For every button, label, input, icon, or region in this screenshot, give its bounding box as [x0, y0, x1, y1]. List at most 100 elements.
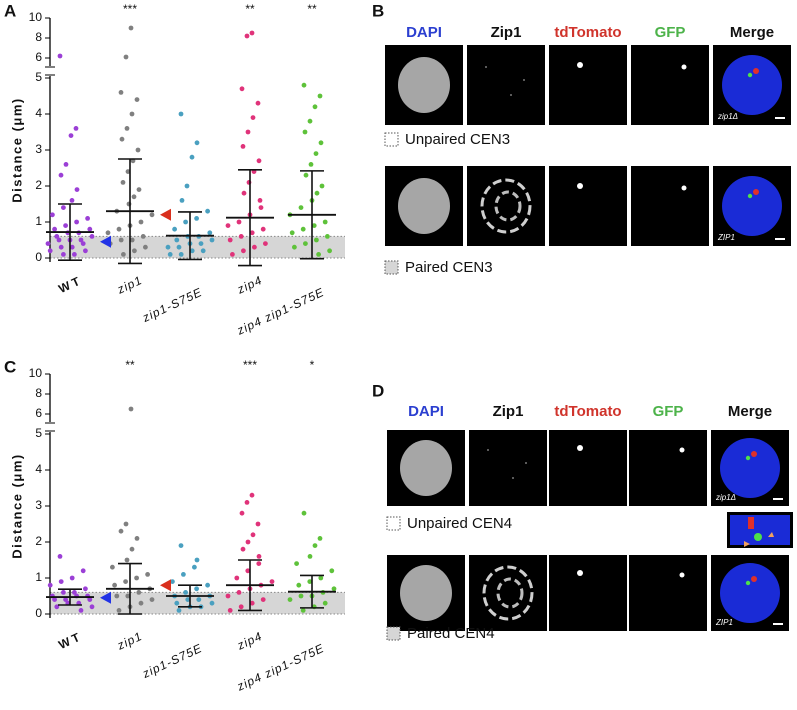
data-point	[239, 510, 245, 516]
arrowhead	[100, 235, 111, 248]
merge-green	[747, 72, 753, 78]
merge-dapi	[722, 176, 782, 236]
data-point	[317, 536, 323, 541]
data-point	[256, 158, 262, 164]
data-point	[131, 194, 137, 200]
data-point	[230, 252, 235, 257]
data-point	[244, 500, 250, 505]
category-label: WT	[56, 629, 84, 652]
caption-box	[384, 260, 399, 275]
speck	[510, 94, 512, 96]
data-point	[68, 133, 74, 139]
data-point	[200, 248, 206, 254]
data-point	[124, 557, 130, 563]
data-point	[227, 608, 233, 613]
data-point	[89, 234, 95, 239]
data-point	[120, 180, 126, 185]
y-tick-label: 8	[35, 386, 42, 400]
data-point	[236, 219, 242, 225]
data-point	[289, 230, 295, 236]
data-point	[244, 33, 250, 39]
merge-green	[745, 580, 751, 586]
micrograph	[629, 430, 707, 506]
merge-dapi	[720, 563, 780, 623]
data-point	[47, 582, 53, 588]
data-point	[308, 162, 314, 167]
data-point	[110, 564, 115, 570]
data-point	[236, 590, 242, 595]
data-point	[129, 111, 135, 117]
speck	[485, 66, 487, 68]
data-point	[296, 582, 302, 588]
data-point	[189, 154, 195, 160]
chromatin	[400, 440, 452, 496]
data-point	[303, 172, 309, 178]
data-point	[129, 546, 135, 552]
data-point	[325, 234, 330, 239]
y-tick-label: 4	[35, 106, 42, 120]
data-point	[138, 600, 144, 606]
data-point	[78, 608, 84, 613]
y-tick-label: 0	[35, 250, 42, 264]
y-axis-title: Distance (μm)	[9, 453, 24, 558]
micrograph	[549, 555, 627, 631]
genotype-label: zip1Δ	[717, 112, 738, 121]
data-point	[245, 539, 251, 545]
arrowhead	[160, 208, 171, 221]
data-point	[134, 97, 140, 102]
data-point	[239, 86, 245, 92]
data-point	[121, 252, 126, 257]
data-point	[292, 244, 297, 250]
focus	[577, 445, 583, 451]
data-point	[52, 226, 57, 232]
data-point	[54, 234, 60, 239]
data-point	[312, 104, 318, 110]
data-point	[167, 252, 173, 257]
threshold-band	[50, 592, 345, 614]
data-point	[294, 561, 299, 566]
data-point	[136, 187, 142, 193]
category-label: zip4	[234, 273, 264, 297]
data-point	[300, 608, 306, 613]
data-point	[250, 115, 256, 120]
data-point	[143, 244, 148, 250]
micrograph	[469, 430, 547, 506]
data-point	[318, 575, 324, 581]
data-point	[83, 586, 88, 592]
data-point	[149, 212, 155, 218]
data-point	[300, 226, 306, 232]
data-point	[287, 597, 293, 602]
significance: **	[245, 2, 255, 16]
merge-dapi	[722, 55, 782, 115]
inset-green	[754, 533, 762, 541]
data-point	[194, 140, 200, 146]
data-point	[56, 237, 62, 243]
data-point	[327, 248, 332, 254]
data-point	[249, 230, 255, 236]
data-point	[298, 205, 304, 211]
y-tick-label: 5	[35, 426, 42, 440]
channel-header: DAPI	[406, 24, 442, 41]
data-point	[318, 140, 324, 146]
data-point	[238, 604, 244, 610]
caption: Unpaired CEN4	[407, 515, 512, 532]
data-point	[134, 536, 140, 541]
data-point	[116, 608, 122, 613]
micrograph	[631, 166, 709, 246]
data-point	[128, 25, 134, 31]
focus	[577, 62, 583, 68]
data-point	[183, 590, 189, 595]
data-point	[174, 237, 180, 243]
y-tick-label: 3	[35, 142, 42, 156]
data-point	[240, 546, 246, 552]
data-point	[105, 230, 111, 236]
data-point	[241, 248, 246, 254]
caption-box	[386, 516, 401, 531]
y-tick-label: 6	[35, 406, 42, 420]
inset-arrow	[768, 532, 774, 537]
data-point	[118, 528, 124, 534]
micrograph	[549, 166, 627, 246]
caption: Unpaired CEN3	[405, 131, 510, 148]
speck	[512, 477, 514, 479]
speck	[487, 449, 489, 451]
